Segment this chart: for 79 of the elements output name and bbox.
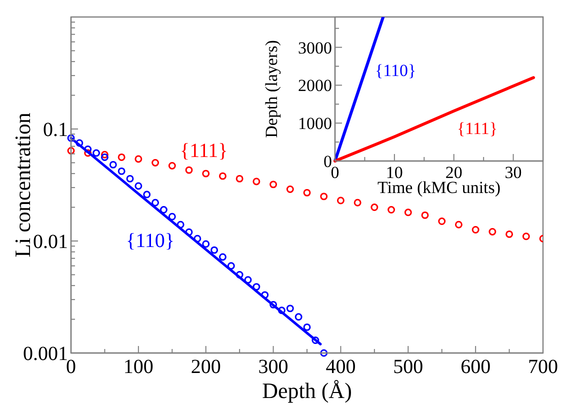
point bbox=[278, 306, 286, 314]
point bbox=[152, 198, 160, 206]
point bbox=[270, 300, 278, 308]
point bbox=[252, 283, 260, 291]
x-axis-title: Depth (Å) bbox=[262, 378, 352, 403]
series-label: {110} bbox=[126, 230, 174, 252]
x-tick-label: 400 bbox=[326, 356, 356, 378]
point bbox=[92, 149, 100, 157]
point bbox=[84, 149, 92, 157]
point bbox=[506, 230, 514, 238]
y-tick-label: 0.1 bbox=[43, 119, 68, 141]
y-tick-label: 1000 bbox=[298, 114, 332, 134]
point bbox=[370, 204, 378, 212]
point bbox=[76, 139, 84, 147]
point bbox=[67, 146, 75, 154]
point bbox=[286, 185, 294, 193]
series-label: {110} bbox=[375, 61, 416, 80]
point bbox=[152, 158, 160, 166]
x-tick-label: 30 bbox=[504, 163, 522, 182]
point bbox=[244, 276, 252, 284]
x-tick-label: 200 bbox=[190, 356, 221, 378]
point bbox=[109, 160, 117, 168]
y-tick-label: 3000 bbox=[298, 38, 332, 58]
point bbox=[303, 323, 311, 331]
point bbox=[286, 304, 294, 312]
series-label: {111} bbox=[180, 140, 228, 162]
point bbox=[421, 211, 429, 219]
point bbox=[168, 162, 176, 170]
point bbox=[134, 155, 142, 163]
point bbox=[118, 167, 126, 175]
point bbox=[336, 196, 344, 204]
x-tick-label: 700 bbox=[528, 356, 558, 378]
point bbox=[218, 253, 226, 261]
point bbox=[438, 218, 446, 226]
point bbox=[160, 206, 168, 214]
point bbox=[185, 166, 193, 174]
point bbox=[388, 206, 396, 214]
y-axis-title: Li concentration bbox=[10, 112, 35, 258]
point bbox=[312, 336, 320, 344]
point bbox=[227, 262, 235, 270]
y-tick-label: 2000 bbox=[298, 76, 332, 96]
x-tick-label: 500 bbox=[393, 356, 424, 378]
point bbox=[303, 188, 311, 196]
point bbox=[176, 220, 184, 228]
y-tick-label: 0.001 bbox=[23, 343, 68, 365]
y-tick-label: 0.01 bbox=[33, 231, 68, 253]
point bbox=[100, 153, 108, 161]
x-tick-label: 600 bbox=[460, 356, 491, 378]
point bbox=[261, 291, 269, 299]
point bbox=[126, 174, 134, 182]
point bbox=[118, 153, 126, 161]
point bbox=[202, 240, 210, 248]
point bbox=[236, 174, 244, 182]
x-tick-label: 100 bbox=[123, 356, 154, 378]
point bbox=[202, 170, 210, 178]
point bbox=[404, 208, 412, 216]
point bbox=[185, 228, 193, 236]
point bbox=[454, 220, 462, 228]
point bbox=[84, 145, 92, 153]
point bbox=[472, 226, 480, 234]
point bbox=[270, 180, 278, 188]
point bbox=[354, 198, 362, 206]
point bbox=[236, 270, 244, 278]
point bbox=[194, 234, 202, 242]
point bbox=[100, 150, 108, 158]
point bbox=[210, 246, 218, 254]
point bbox=[168, 212, 176, 220]
point bbox=[134, 182, 142, 190]
x-tick-label: 300 bbox=[258, 356, 288, 378]
series-label: {111} bbox=[457, 119, 498, 138]
point bbox=[320, 349, 328, 357]
point bbox=[320, 192, 328, 200]
point bbox=[218, 172, 226, 180]
point bbox=[143, 190, 151, 198]
point bbox=[488, 228, 496, 236]
point bbox=[252, 178, 260, 186]
y-axis-title: Depth (layers) bbox=[262, 40, 281, 138]
point bbox=[294, 313, 302, 321]
point bbox=[522, 232, 530, 240]
